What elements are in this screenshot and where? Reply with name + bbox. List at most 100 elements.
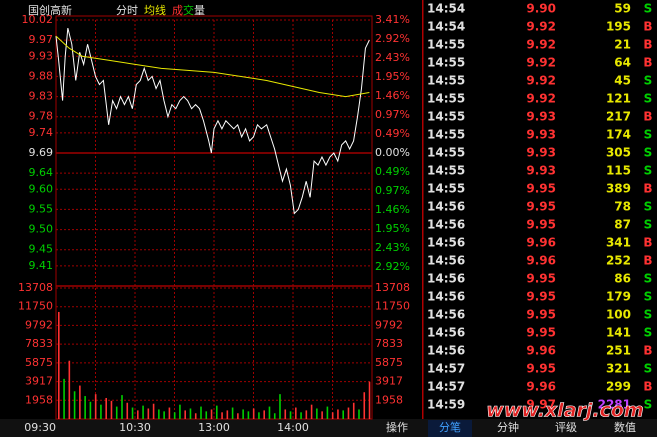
- trade-volume: 45: [614, 74, 631, 88]
- y2-tick-label: 0.97%: [375, 108, 410, 121]
- panel-divider: [422, 0, 424, 419]
- volume-bar: [137, 410, 139, 419]
- trade-volume: 174: [606, 128, 631, 142]
- volume-bar: [305, 410, 308, 419]
- volume-bar: [368, 381, 371, 419]
- trade-price: 9.95: [526, 326, 556, 340]
- volume-bar: [263, 410, 265, 419]
- y2-tick-label: 2.92%: [375, 260, 410, 273]
- volume-bar: [147, 408, 150, 419]
- volume-bar: [115, 406, 118, 419]
- trade-volume: 121: [606, 92, 631, 106]
- legend-entry: 均线: [144, 3, 166, 17]
- trade-time: 14:54: [427, 20, 465, 34]
- trade-price: 9.95: [526, 182, 556, 196]
- y-tick-label: 9.55: [29, 202, 54, 215]
- volume-bar: [68, 360, 71, 419]
- trade-price: 9.97: [526, 398, 556, 412]
- volume-bar: [352, 402, 355, 419]
- volume-bar: [110, 400, 113, 419]
- y-tick-label: 1958: [25, 393, 53, 406]
- tab[interactable]: 分笔: [439, 420, 461, 434]
- x-tick-label: 13:00: [198, 421, 230, 434]
- trade-side: S: [644, 218, 653, 232]
- trade-volume: 341: [606, 236, 631, 250]
- y-tick-label: 9.69: [29, 146, 54, 159]
- volume-bar: [284, 409, 287, 419]
- volume-bar: [89, 401, 92, 419]
- trade-price: 9.95: [526, 362, 556, 376]
- trade-time: 14:59: [427, 398, 465, 412]
- trade-volume: 64: [614, 56, 631, 70]
- trade-side: S: [644, 164, 653, 178]
- volume-bar: [310, 404, 313, 419]
- trade-price: 9.96: [526, 254, 556, 268]
- volume-bar: [300, 412, 302, 419]
- y-tick-label: 9.60: [29, 182, 54, 195]
- volume-bar: [358, 409, 360, 419]
- trade-side: B: [643, 380, 652, 394]
- trade-volume: 389: [606, 182, 631, 196]
- trade-volume: 2281: [598, 398, 631, 412]
- volume-bar: [331, 412, 334, 419]
- trade-time: 14:55: [427, 110, 465, 124]
- trade-side: S: [644, 92, 653, 106]
- trade-volume: 195: [606, 20, 631, 34]
- volume-bar: [342, 410, 344, 419]
- trade-time: 14:55: [427, 146, 465, 160]
- trade-side: B: [643, 38, 652, 52]
- trade-volume: 321: [606, 362, 631, 376]
- volume-bar: [200, 406, 202, 419]
- trade-price: 9.93: [526, 110, 556, 124]
- volume-bar: [131, 407, 134, 419]
- y2-tick-label: 0.49%: [375, 127, 410, 140]
- volume-bar: [295, 407, 297, 419]
- y-tick-label: 9.83: [29, 90, 54, 103]
- y2-tick-label: 11750: [375, 300, 410, 313]
- trade-price: 9.95: [526, 218, 556, 232]
- volume-bar: [337, 409, 339, 419]
- tab[interactable]: 数值: [614, 421, 636, 434]
- average-line: [55, 35, 370, 98]
- volume-bar: [216, 405, 218, 419]
- trade-side: S: [644, 362, 653, 376]
- trade-side: B: [643, 344, 652, 358]
- stock-name: 国创高新: [28, 3, 72, 17]
- tab[interactable]: 评级: [555, 421, 577, 434]
- y2-tick-label: 1958: [375, 393, 403, 406]
- trade-price: 9.95: [526, 272, 556, 286]
- volume-bar: [126, 402, 129, 419]
- trade-volume: 252: [606, 254, 631, 268]
- volume-title: 成交量: [172, 3, 205, 17]
- trade-time: 14:57: [427, 380, 465, 394]
- volume-bar: [79, 385, 81, 419]
- trade-side: S: [644, 2, 653, 16]
- y-tick-label: 9.45: [29, 243, 54, 256]
- volume-bar: [173, 412, 176, 419]
- volume-bar: [58, 311, 60, 419]
- volume-bar: [268, 406, 271, 419]
- volume-bar: [100, 404, 102, 419]
- volume-bar: [142, 405, 144, 419]
- trade-volume: 59: [614, 2, 631, 16]
- trade-volume: 179: [606, 290, 631, 304]
- volume-bar: [158, 409, 160, 419]
- tab[interactable]: 操作: [386, 420, 408, 434]
- trade-time: 14:56: [427, 200, 465, 214]
- trade-side: S: [644, 146, 653, 160]
- trade-price: 9.93: [526, 164, 556, 178]
- volume-bar: [252, 408, 255, 419]
- y-tick-label: 9.41: [29, 259, 54, 272]
- tab[interactable]: 分钟: [497, 420, 519, 434]
- bottom-bar: [0, 419, 657, 437]
- y-tick-label: 9792: [25, 318, 53, 331]
- y2-tick-label: 3.41%: [375, 13, 410, 26]
- watermark: www.xlarj.com: [486, 400, 643, 422]
- volume-bar: [347, 407, 350, 419]
- volume-bar: [326, 406, 329, 419]
- y2-tick-label: 5875: [375, 356, 403, 369]
- volume-bar: [279, 394, 281, 419]
- price-line: [55, 27, 370, 215]
- trade-table: 14:54 9.90 59 S 14:54 9.92 195 B 14:55 9.92 21 B 14:…: [427, 2, 653, 412]
